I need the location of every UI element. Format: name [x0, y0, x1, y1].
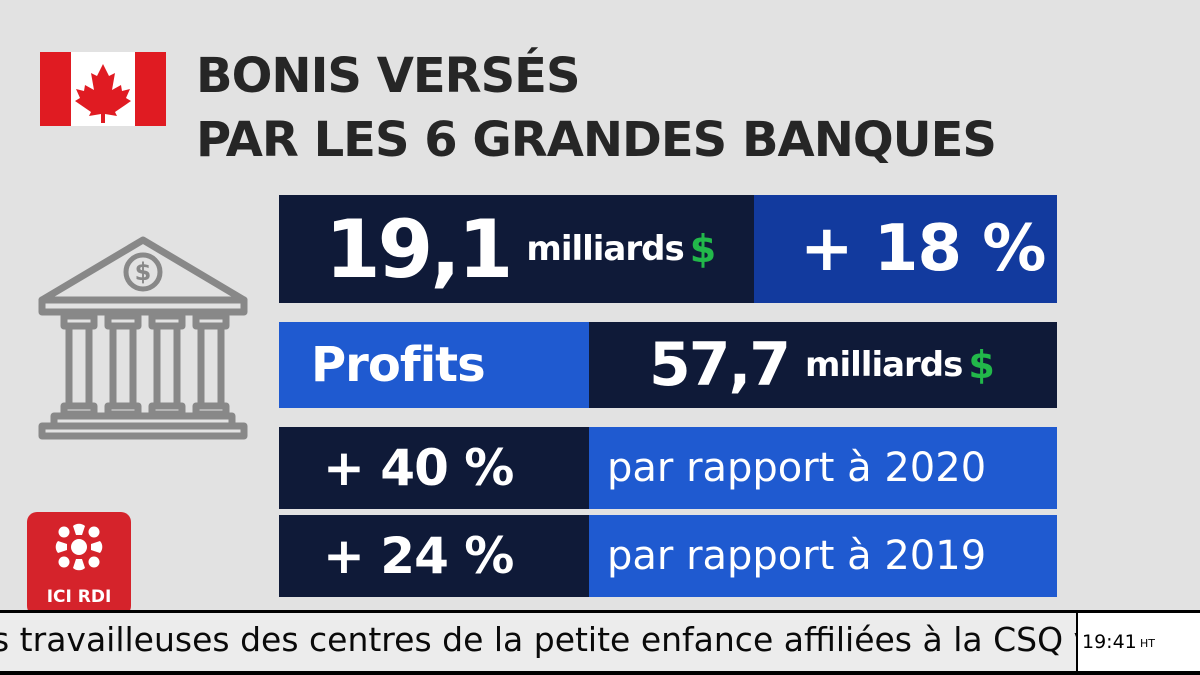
bonus-amount-cell: 19,1 milliards $	[279, 195, 754, 303]
logo-text: ICI RDI	[46, 587, 112, 607]
news-ticker: s travailleuses des centres de la petite…	[0, 610, 1200, 675]
profits-label: Profits	[311, 337, 486, 393]
title-line-2: PAR LES 6 GRANDES BANQUES	[196, 112, 997, 168]
page-title: BONIS VERSÉS PAR LES 6 GRANDES BANQUES	[196, 44, 997, 172]
comparison-change: + 40 %	[323, 439, 514, 497]
ici-rdi-logo: ICI RDI	[27, 512, 131, 616]
bonus-unit: milliards	[526, 229, 684, 269]
comparison-row: + 24 % par rapport à 2019	[279, 515, 1057, 597]
profits-label-cell: Profits	[279, 322, 589, 408]
ticker-text: s travailleuses des centres de la petite…	[0, 620, 1076, 659]
profits-amount: 57,7	[649, 330, 791, 400]
bank-dollar-icon: $	[38, 236, 248, 440]
comparison-text: par rapport à 2020	[607, 445, 987, 491]
comparison-change-cell: + 40 %	[279, 427, 589, 509]
bonus-row: 19,1 milliards $ + 18 %	[279, 195, 1057, 303]
profits-currency: $	[968, 343, 995, 387]
comparison-text-cell: par rapport à 2020	[589, 427, 1057, 509]
profits-amount-cell: 57,7 milliards $	[589, 322, 1057, 408]
ticker-track: s travailleuses des centres de la petite…	[0, 613, 1076, 671]
comparison-text-cell: par rapport à 2019	[589, 515, 1057, 597]
comparison-text: par rapport à 2019	[607, 533, 987, 579]
bonus-amount: 19,1	[325, 202, 513, 296]
clock-time: 19:41	[1082, 631, 1137, 653]
bonus-currency: $	[689, 227, 717, 271]
canada-flag-icon	[40, 52, 166, 126]
bonus-change-cell: + 18 %	[754, 195, 1057, 303]
comparison-change: + 24 %	[323, 527, 514, 585]
title-line-1: BONIS VERSÉS	[196, 48, 581, 104]
comparison-change-cell: + 24 %	[279, 515, 589, 597]
profits-unit: milliards	[805, 345, 963, 385]
svg-text:$: $	[135, 258, 152, 286]
ticker-clock: 19:41 HT	[1078, 613, 1200, 671]
comparison-row: + 40 % par rapport à 2020	[279, 427, 1057, 509]
clock-timezone: HT	[1140, 637, 1155, 650]
profits-row: Profits 57,7 milliards $	[279, 322, 1057, 408]
radio-canada-gem-icon	[55, 523, 103, 571]
bonus-change: + 18 %	[800, 212, 1046, 286]
